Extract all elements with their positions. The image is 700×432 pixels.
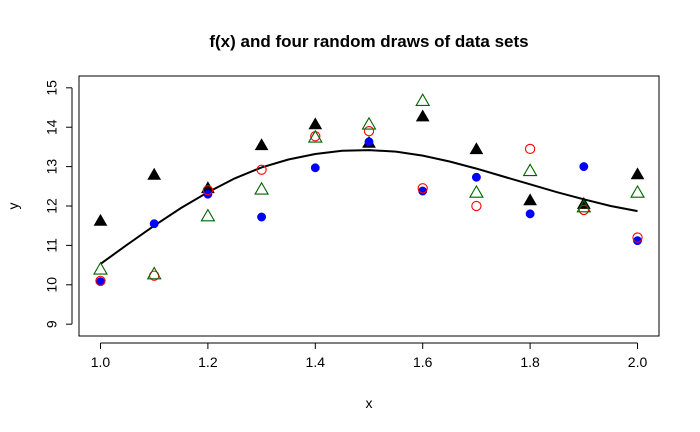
point-open-circle bbox=[524, 143, 536, 155]
point-open-triangle bbox=[93, 261, 108, 275]
y-tick-label: 15 bbox=[44, 80, 60, 96]
point-open-triangle bbox=[307, 129, 323, 143]
point-filled-triangle bbox=[254, 138, 269, 151]
point-open-triangle bbox=[415, 93, 431, 106]
point-open-triangle bbox=[254, 181, 270, 195]
point-filled-triangle bbox=[469, 142, 484, 155]
point-open-circle bbox=[632, 232, 643, 243]
point-filled-triangle bbox=[308, 117, 323, 130]
y-tick-label: 14 bbox=[44, 119, 60, 135]
point-filled-circle bbox=[418, 186, 428, 196]
point-filled-circle bbox=[633, 236, 642, 246]
fx-curve bbox=[99, 149, 638, 265]
x-tick-label: 2.0 bbox=[628, 354, 648, 370]
point-filled-triangle bbox=[93, 213, 108, 226]
point-filled-triangle bbox=[415, 109, 430, 122]
point-open-circle bbox=[578, 204, 589, 216]
point-open-circle bbox=[417, 183, 428, 194]
point-open-triangle bbox=[200, 208, 216, 222]
plot-frame bbox=[78, 75, 660, 337]
curve-layer bbox=[99, 149, 638, 265]
point-open-circle bbox=[471, 200, 482, 212]
point-open-circle bbox=[363, 126, 375, 137]
point-open-triangle bbox=[468, 184, 484, 198]
point-filled-triangle bbox=[523, 193, 537, 206]
y-axis-label: y bbox=[5, 203, 21, 210]
point-filled-circle bbox=[525, 209, 535, 219]
y-tick-label: 12 bbox=[44, 198, 60, 214]
point-open-triangle bbox=[630, 184, 645, 198]
x-tick-label: 1.2 bbox=[198, 354, 218, 370]
x-tick-label: 1.0 bbox=[91, 354, 111, 370]
y-tick-label: 9 bbox=[44, 320, 60, 328]
point-filled-circle bbox=[149, 219, 159, 229]
x-tick-label: 1.8 bbox=[520, 354, 540, 370]
point-filled-triangle bbox=[630, 167, 645, 180]
point-filled-circle bbox=[310, 163, 320, 173]
x-axis: 1.0 1.2 1.4 1.6 1.8 2.0 bbox=[91, 342, 648, 370]
point-filled-circle bbox=[257, 212, 267, 222]
point-filled-circle bbox=[579, 162, 589, 172]
points-layer bbox=[93, 93, 645, 287]
point-open-triangle bbox=[522, 163, 538, 177]
y-tick-label: 11 bbox=[44, 238, 60, 253]
chart-title: f(x) and four random draws of data sets bbox=[209, 32, 528, 51]
point-filled-circle bbox=[364, 137, 374, 147]
point-filled-triangle bbox=[147, 167, 162, 180]
point-filled-circle bbox=[203, 189, 213, 199]
point-filled-circle bbox=[471, 172, 481, 182]
point-open-circle bbox=[256, 164, 267, 175]
y-axis: 9 10 11 12 13 14 15 bbox=[44, 80, 73, 328]
point-open-circle bbox=[95, 275, 106, 286]
x-tick-label: 1.6 bbox=[413, 354, 433, 370]
point-open-circle bbox=[202, 185, 214, 196]
y-tick-label: 13 bbox=[44, 159, 60, 175]
y-tick-label: 10 bbox=[44, 277, 60, 293]
point-open-triangle bbox=[361, 116, 377, 130]
point-open-triangle bbox=[146, 266, 162, 280]
x-tick-label: 1.4 bbox=[306, 354, 326, 370]
point-open-triangle bbox=[576, 199, 592, 213]
x-axis-label: x bbox=[366, 395, 373, 411]
